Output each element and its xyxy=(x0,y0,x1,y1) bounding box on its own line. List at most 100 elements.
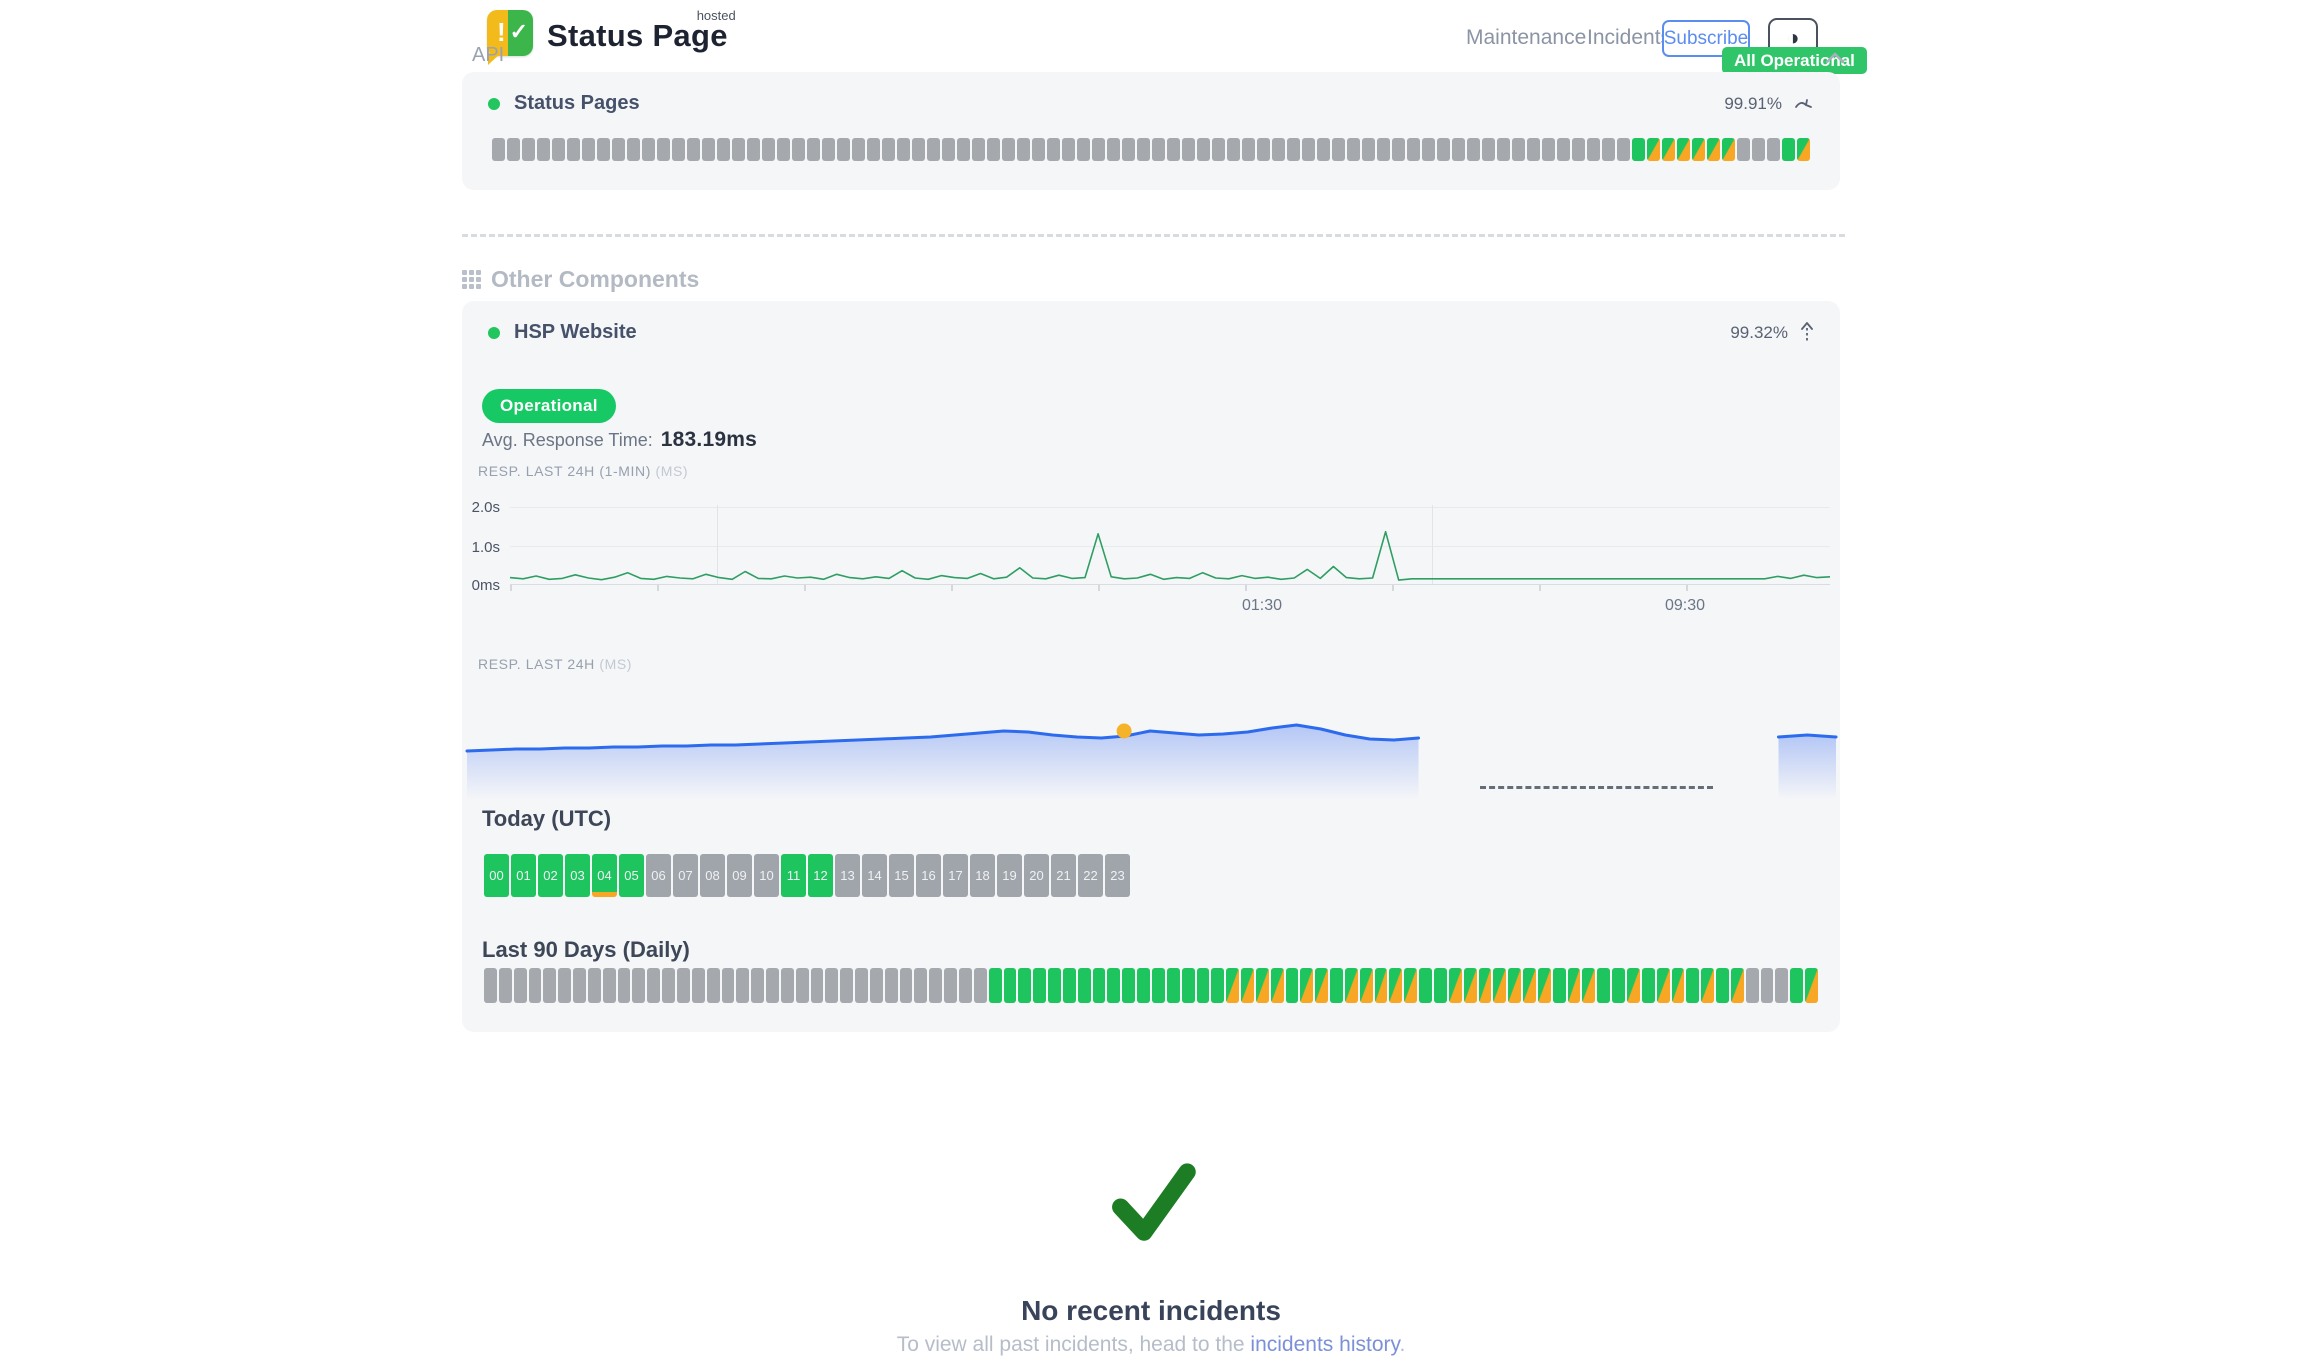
uptime-bar[interactable] xyxy=(1701,968,1715,1003)
uptime-bar[interactable] xyxy=(1737,138,1750,161)
uptime-bar[interactable] xyxy=(1552,968,1566,1003)
uptime-bar[interactable] xyxy=(1767,138,1780,161)
uptime-bar[interactable] xyxy=(602,968,616,1003)
uptime-bar[interactable] xyxy=(1523,968,1536,1003)
uptime-bar[interactable] xyxy=(1077,968,1091,1003)
uptime-bar[interactable] xyxy=(1181,968,1195,1003)
uptime-bar[interactable] xyxy=(1122,138,1135,161)
hour-block-12[interactable]: 12 xyxy=(808,854,833,897)
uptime-bar[interactable] xyxy=(1671,968,1685,1003)
uptime-bar[interactable] xyxy=(582,138,595,161)
uptime-bar[interactable] xyxy=(736,968,750,1003)
uptime-bar[interactable] xyxy=(1182,138,1195,161)
uptime-bar[interactable] xyxy=(1419,968,1432,1003)
hour-block-04[interactable]: 04 xyxy=(592,854,617,897)
uptime-bar[interactable] xyxy=(1745,968,1759,1003)
uptime-bar[interactable] xyxy=(1152,138,1165,161)
uptime-bar[interactable] xyxy=(1493,968,1507,1003)
uptime-bar[interactable] xyxy=(657,138,670,161)
uptime-bar[interactable] xyxy=(1374,968,1388,1003)
uptime-bar[interactable] xyxy=(1790,968,1804,1003)
uptime-bar[interactable] xyxy=(1197,138,1210,161)
uptime-bar[interactable] xyxy=(1137,968,1150,1003)
uptime-bar[interactable] xyxy=(855,968,868,1003)
uptime-bar[interactable] xyxy=(1452,138,1465,161)
hour-block-17[interactable]: 17 xyxy=(943,854,968,897)
uptime-bar[interactable] xyxy=(1656,968,1670,1003)
uptime-bar[interactable] xyxy=(869,968,883,1003)
uptime-bar[interactable] xyxy=(1196,968,1210,1003)
uptime-bar[interactable] xyxy=(792,138,805,161)
incidents-history-link[interactable]: incidents history xyxy=(1250,1333,1400,1356)
uptime-bar[interactable] xyxy=(1257,138,1270,161)
uptime-bar[interactable] xyxy=(691,968,705,1003)
uptime-bar[interactable] xyxy=(522,138,535,161)
uptime-bar[interactable] xyxy=(1707,138,1720,161)
hour-block-05[interactable]: 05 xyxy=(619,854,644,897)
uptime-bar[interactable] xyxy=(627,138,640,161)
uptime-bar[interactable] xyxy=(959,968,972,1003)
uptime-bar[interactable] xyxy=(1404,968,1418,1003)
uptime-bar[interactable] xyxy=(1392,138,1405,161)
uptime-bar[interactable] xyxy=(552,138,565,161)
uptime-bar[interactable] xyxy=(1716,968,1729,1003)
uptime-bar[interactable] xyxy=(840,968,854,1003)
uptime-bar[interactable] xyxy=(498,968,512,1003)
uptime-bar[interactable] xyxy=(1722,138,1735,161)
uptime-bar[interactable] xyxy=(632,968,646,1003)
uptime-bar[interactable] xyxy=(1032,138,1045,161)
hour-block-22[interactable]: 22 xyxy=(1078,854,1103,897)
uptime-bar[interactable] xyxy=(1226,968,1240,1003)
uptime-bar[interactable] xyxy=(1463,968,1477,1003)
uptime-bar[interactable] xyxy=(1692,138,1705,161)
uptime-bar[interactable] xyxy=(1686,968,1700,1003)
uptime-bar[interactable] xyxy=(484,968,497,1003)
uptime-bar[interactable] xyxy=(884,968,898,1003)
uptime-bar[interactable] xyxy=(612,138,625,161)
uptime-bar[interactable] xyxy=(807,138,820,161)
uptime-bar[interactable] xyxy=(617,968,631,1003)
uptime-bar[interactable] xyxy=(1760,968,1774,1003)
uptime-bar[interactable] xyxy=(1434,968,1447,1003)
uptime-bar[interactable] xyxy=(1166,968,1180,1003)
uptime-bar[interactable] xyxy=(706,968,720,1003)
uptime-bar[interactable] xyxy=(676,968,690,1003)
uptime-bar[interactable] xyxy=(1302,138,1315,161)
uptime-bar[interactable] xyxy=(777,138,790,161)
hour-block-16[interactable]: 16 xyxy=(916,854,941,897)
uptime-bar[interactable] xyxy=(897,138,910,161)
uptime-bar[interactable] xyxy=(1572,138,1585,161)
uptime-bar[interactable] xyxy=(587,968,601,1003)
uptime-bar[interactable] xyxy=(927,138,940,161)
uptime-bar[interactable] xyxy=(1508,968,1522,1003)
uptime-bar[interactable] xyxy=(1730,968,1744,1003)
uptime-bar[interactable] xyxy=(1270,968,1284,1003)
uptime-bar[interactable] xyxy=(558,968,572,1003)
uptime-bar[interactable] xyxy=(1362,138,1375,161)
uptime-bar[interactable] xyxy=(1632,138,1645,161)
uptime-bar[interactable] xyxy=(1018,968,1032,1003)
uptime-bar[interactable] xyxy=(1775,968,1789,1003)
uptime-bar[interactable] xyxy=(1587,138,1600,161)
uptime-bar[interactable] xyxy=(492,138,505,161)
hour-block-02[interactable]: 02 xyxy=(538,854,563,897)
uptime-bar[interactable] xyxy=(1512,138,1525,161)
uptime-bar[interactable] xyxy=(687,138,700,161)
hour-block-21[interactable]: 21 xyxy=(1051,854,1076,897)
uptime-bar[interactable] xyxy=(929,968,943,1003)
uptime-bar[interactable] xyxy=(973,968,987,1003)
hour-block-13[interactable]: 13 xyxy=(835,854,860,897)
uptime-bar[interactable] xyxy=(1542,138,1555,161)
uptime-bar[interactable] xyxy=(1662,138,1675,161)
uptime-bar[interactable] xyxy=(972,138,985,161)
uptime-bar[interactable] xyxy=(543,968,557,1003)
hour-block-11[interactable]: 11 xyxy=(781,854,806,897)
uptime-bar[interactable] xyxy=(1332,138,1345,161)
uptime-bar[interactable] xyxy=(717,138,730,161)
uptime-bar[interactable] xyxy=(944,968,957,1003)
uptime-bar[interactable] xyxy=(1567,968,1581,1003)
uptime-bar[interactable] xyxy=(1315,968,1329,1003)
hour-block-15[interactable]: 15 xyxy=(889,854,914,897)
uptime-bar[interactable] xyxy=(1482,138,1495,161)
hour-block-06[interactable]: 06 xyxy=(646,854,671,897)
